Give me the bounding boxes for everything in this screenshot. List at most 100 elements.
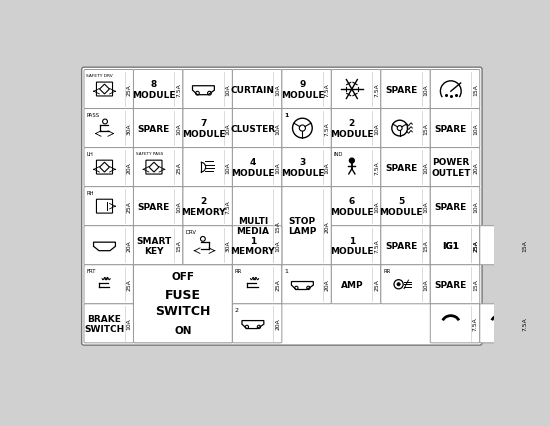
Text: SPARE: SPARE [434, 124, 467, 133]
Text: 7.5A: 7.5A [226, 200, 230, 213]
FancyBboxPatch shape [134, 187, 183, 226]
Text: MULTI
MEDIA: MULTI MEDIA [236, 216, 270, 236]
FancyBboxPatch shape [134, 109, 183, 148]
Text: 30A: 30A [126, 123, 131, 135]
Text: 20A: 20A [324, 220, 329, 232]
Text: 10A: 10A [226, 84, 230, 96]
FancyBboxPatch shape [430, 148, 480, 187]
Text: PASS: PASS [86, 112, 100, 117]
Text: LH: LH [86, 151, 93, 156]
Text: 20A: 20A [324, 279, 329, 291]
FancyBboxPatch shape [430, 226, 480, 265]
Text: 10A: 10A [226, 123, 230, 135]
FancyBboxPatch shape [183, 148, 233, 187]
Text: 25A: 25A [176, 162, 181, 174]
Text: 10A: 10A [473, 123, 478, 135]
FancyBboxPatch shape [183, 109, 233, 148]
FancyBboxPatch shape [84, 304, 134, 343]
Text: 7
MODULE: 7 MODULE [182, 119, 225, 138]
Text: 6
MODULE: 6 MODULE [330, 197, 373, 216]
Text: 25A: 25A [126, 279, 131, 291]
Text: 10A: 10A [424, 84, 428, 96]
Text: FRT: FRT [86, 268, 96, 273]
Text: SAFETY PASS: SAFETY PASS [136, 151, 163, 155]
FancyBboxPatch shape [183, 187, 233, 226]
Text: 20A: 20A [473, 162, 478, 173]
Text: ON: ON [174, 325, 192, 335]
Text: RH: RH [86, 190, 94, 195]
FancyBboxPatch shape [331, 70, 381, 109]
Text: 15A: 15A [176, 240, 181, 252]
Text: 10A: 10A [424, 162, 428, 173]
FancyBboxPatch shape [134, 148, 183, 187]
Text: 7.5A: 7.5A [522, 317, 527, 331]
Text: SPARE: SPARE [385, 163, 417, 172]
Text: SPARE: SPARE [138, 124, 170, 133]
Text: CLUSTER: CLUSTER [230, 124, 276, 133]
FancyBboxPatch shape [381, 70, 430, 109]
Text: DRV: DRV [185, 229, 196, 234]
Text: 9
MODULE: 9 MODULE [280, 80, 324, 100]
Text: 7.5A: 7.5A [473, 317, 478, 331]
Text: 10A: 10A [176, 123, 181, 135]
Text: 10A: 10A [424, 201, 428, 213]
Text: 10A: 10A [275, 123, 280, 135]
Text: SPARE: SPARE [385, 241, 417, 250]
Text: SAFETY DRV: SAFETY DRV [86, 73, 113, 78]
FancyBboxPatch shape [331, 226, 381, 265]
Text: 25A: 25A [473, 240, 478, 252]
Text: RR: RR [383, 268, 390, 273]
Text: FUSE
SWITCH: FUSE SWITCH [155, 288, 211, 317]
FancyBboxPatch shape [84, 187, 134, 226]
FancyBboxPatch shape [381, 265, 430, 304]
FancyBboxPatch shape [183, 226, 233, 265]
Text: IG1: IG1 [442, 241, 459, 250]
Text: OFF: OFF [172, 272, 195, 282]
FancyBboxPatch shape [381, 226, 430, 265]
FancyBboxPatch shape [233, 148, 282, 187]
FancyBboxPatch shape [430, 304, 480, 343]
Text: 25A: 25A [275, 279, 280, 291]
FancyBboxPatch shape [233, 109, 282, 148]
FancyBboxPatch shape [381, 187, 430, 226]
FancyBboxPatch shape [233, 265, 282, 304]
Text: 1
MEMORY: 1 MEMORY [230, 236, 275, 255]
FancyBboxPatch shape [282, 265, 331, 304]
FancyBboxPatch shape [480, 226, 529, 265]
Text: 1: 1 [284, 112, 289, 117]
Text: 7.5A: 7.5A [374, 83, 379, 97]
Text: 20A: 20A [126, 240, 131, 251]
Text: SPARE: SPARE [434, 280, 467, 289]
Circle shape [498, 236, 503, 241]
FancyBboxPatch shape [282, 187, 331, 265]
Text: POWER
OUTLET: POWER OUTLET [431, 158, 471, 177]
FancyBboxPatch shape [381, 148, 430, 187]
Text: 7.5A: 7.5A [324, 122, 329, 135]
Text: 20A: 20A [126, 162, 131, 173]
FancyBboxPatch shape [183, 70, 233, 109]
FancyBboxPatch shape [84, 265, 134, 304]
FancyBboxPatch shape [134, 70, 183, 109]
Text: 10A: 10A [275, 240, 280, 251]
Text: 15A: 15A [473, 279, 478, 291]
Text: 25A: 25A [126, 201, 131, 213]
Text: 10A: 10A [424, 279, 428, 291]
Text: 25A: 25A [473, 240, 478, 252]
Text: 2: 2 [235, 307, 239, 312]
Text: 25A: 25A [374, 279, 379, 291]
Text: 10A: 10A [473, 201, 478, 213]
Text: 2
MEMORY: 2 MEMORY [181, 197, 226, 216]
Text: CURTAIN: CURTAIN [231, 85, 275, 94]
Text: IG1: IG1 [442, 241, 459, 250]
Text: BRAKE
SWITCH: BRAKE SWITCH [84, 314, 125, 333]
Text: 10A: 10A [275, 84, 280, 96]
FancyBboxPatch shape [331, 109, 381, 148]
Text: 10A: 10A [126, 318, 131, 329]
Text: 15A: 15A [275, 220, 280, 232]
Text: 15A: 15A [424, 240, 428, 252]
Text: 1: 1 [284, 268, 288, 273]
FancyBboxPatch shape [84, 109, 134, 148]
Text: 7.5A: 7.5A [374, 161, 379, 175]
FancyBboxPatch shape [84, 70, 134, 109]
FancyBboxPatch shape [430, 70, 480, 109]
